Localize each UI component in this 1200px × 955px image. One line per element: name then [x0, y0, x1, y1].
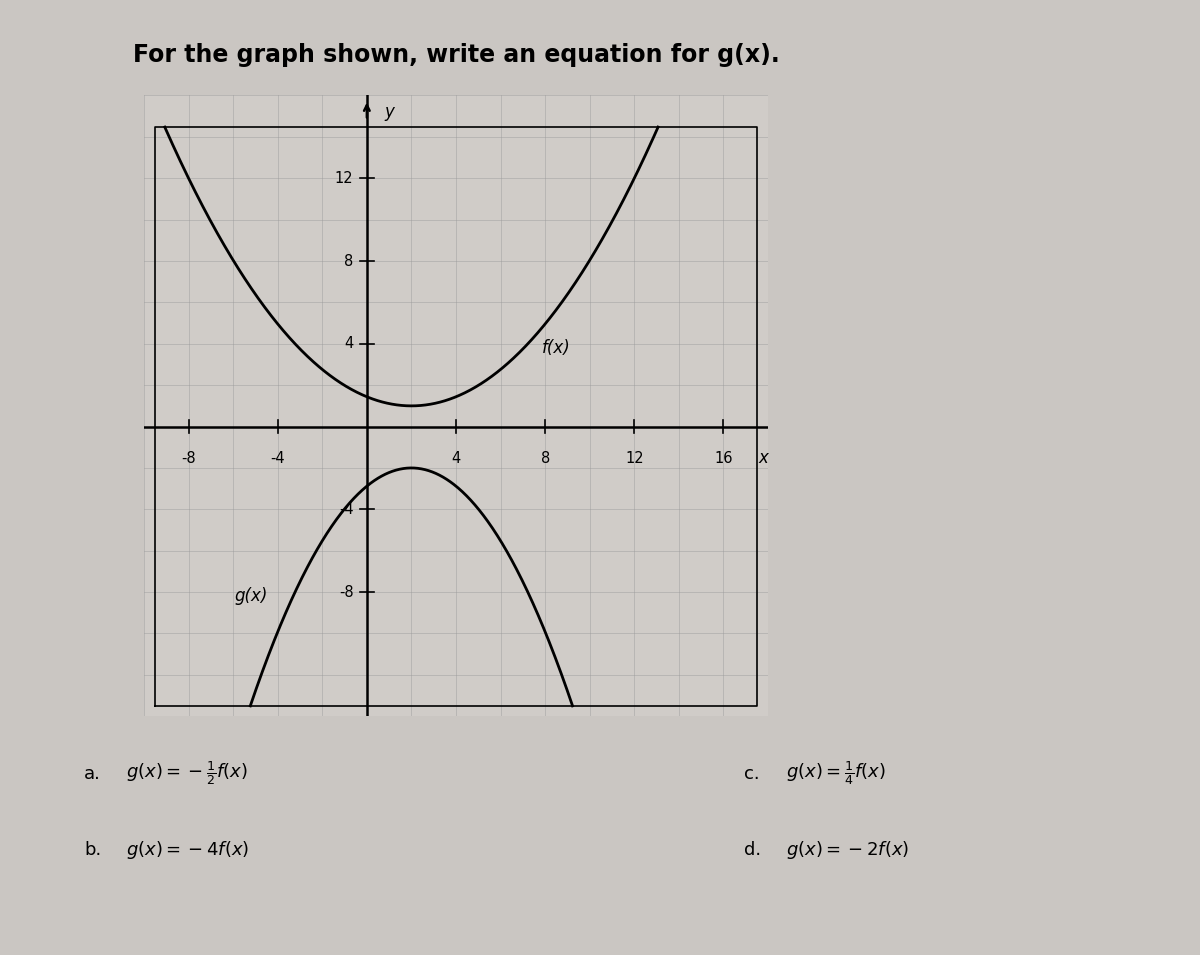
- Text: $g(x) = -2f(x)$: $g(x) = -2f(x)$: [786, 838, 910, 861]
- Text: a.: a.: [84, 765, 101, 782]
- Text: 4: 4: [344, 336, 354, 351]
- Text: 8: 8: [540, 452, 550, 466]
- Text: c.: c.: [744, 765, 760, 782]
- Text: f(x): f(x): [542, 339, 571, 357]
- Text: x: x: [758, 449, 768, 467]
- Text: -4: -4: [270, 452, 286, 466]
- Text: b.: b.: [84, 841, 101, 859]
- Text: For the graph shown, write an equation for g(x).: For the graph shown, write an equation f…: [133, 43, 779, 67]
- Text: 12: 12: [335, 171, 354, 186]
- Text: 12: 12: [625, 452, 643, 466]
- Text: $g(x) = -\frac{1}{2}f(x)$: $g(x) = -\frac{1}{2}f(x)$: [126, 759, 248, 788]
- Text: -4: -4: [338, 501, 354, 517]
- Text: $g(x) = \frac{1}{4}f(x)$: $g(x) = \frac{1}{4}f(x)$: [786, 759, 886, 788]
- Text: -8: -8: [181, 452, 196, 466]
- Text: 4: 4: [451, 452, 461, 466]
- Text: y: y: [384, 103, 394, 121]
- Text: $g(x) = -4f(x)$: $g(x) = -4f(x)$: [126, 838, 250, 861]
- Text: 16: 16: [714, 452, 733, 466]
- Text: 8: 8: [344, 253, 354, 268]
- Text: d.: d.: [744, 841, 761, 859]
- Text: -8: -8: [338, 584, 354, 600]
- Text: g(x): g(x): [234, 587, 268, 605]
